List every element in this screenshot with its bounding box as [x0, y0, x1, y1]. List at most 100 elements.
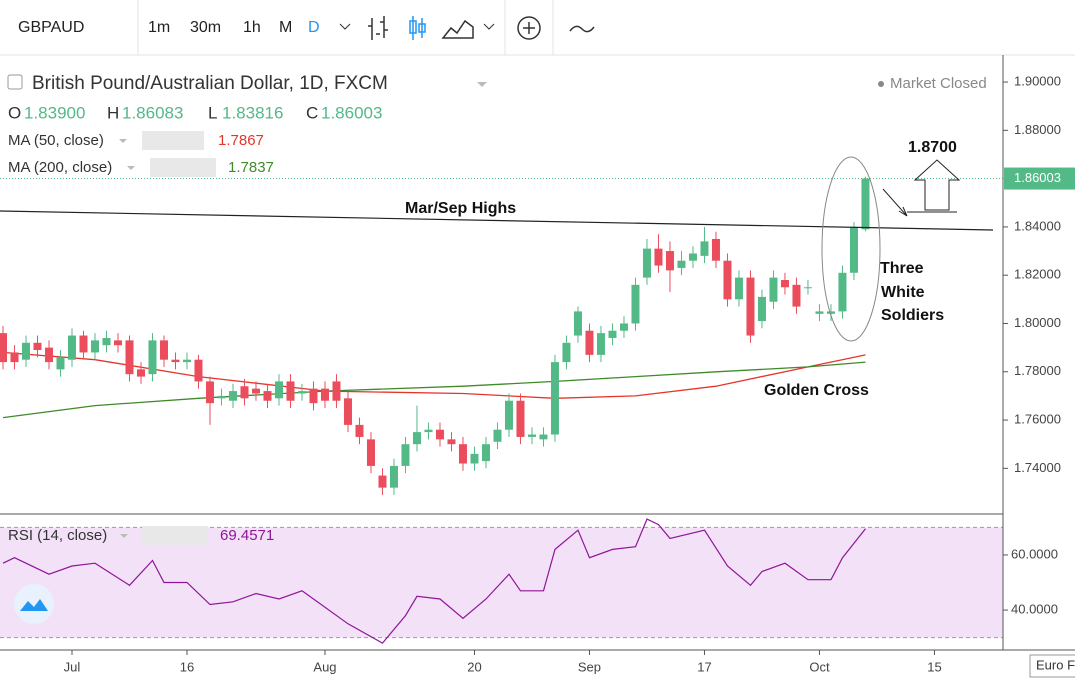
dropdown-icon[interactable] — [127, 166, 135, 170]
dropdown-icon[interactable] — [120, 534, 128, 538]
up-arrow — [913, 159, 961, 211]
candle-body — [263, 391, 272, 401]
candle-body — [171, 359, 180, 363]
y-tick-label: 60.0000 — [1011, 546, 1058, 561]
interval-active[interactable]: D — [308, 19, 320, 36]
indicator-controls[interactable] — [142, 526, 208, 545]
rsi-value: 69.4571 — [220, 527, 274, 544]
x-tick-label: Aug — [313, 659, 336, 674]
candle-body — [780, 280, 789, 288]
candle-body — [251, 388, 260, 394]
logo-badge[interactable] — [14, 584, 54, 624]
candle-body — [21, 342, 30, 360]
dropdown-icon[interactable] — [483, 23, 495, 30]
candle-body — [378, 475, 387, 488]
symbol[interactable]: GBPAUD — [18, 19, 84, 36]
y-tick-label: 1.84000 — [1014, 218, 1061, 233]
area-icon[interactable] — [441, 19, 474, 39]
candle-body — [539, 434, 548, 440]
ma-value: 1.7867 — [218, 132, 264, 149]
candle-body — [44, 347, 53, 363]
candle-body — [125, 340, 134, 375]
x-tick-label: 15 — [927, 659, 941, 674]
candle-body — [320, 388, 329, 401]
candle-body — [67, 335, 76, 360]
annotation: Three — [880, 260, 924, 277]
candle-body — [447, 439, 456, 445]
candle-body — [343, 398, 352, 425]
candle-body — [849, 226, 858, 273]
candle-body — [159, 340, 168, 360]
candle-body — [550, 362, 559, 435]
candle-body — [470, 453, 479, 464]
toolbar: GBPAUD 1m 30m 1h M D — [0, 0, 1075, 56]
candle-body — [274, 381, 283, 399]
candle-body — [573, 311, 582, 336]
ohlc-value: 1.86083 — [122, 103, 183, 122]
ohlc-key: O — [8, 103, 21, 122]
candle-body — [792, 284, 801, 307]
candle-body — [240, 386, 249, 399]
bar-icon[interactable] — [368, 16, 388, 40]
rsi-name: RSI (14, close) — [8, 527, 107, 544]
x-tick-label: Jul — [64, 659, 81, 674]
candle-body — [665, 251, 674, 271]
status-dot — [878, 81, 884, 87]
y-tick-label: 1.74000 — [1014, 460, 1061, 475]
dropdown-icon[interactable] — [477, 82, 487, 87]
collapse-icon[interactable] — [7, 74, 23, 90]
ohlc-value: 1.83900 — [24, 103, 85, 122]
candle-body — [79, 335, 88, 353]
candle-body — [734, 277, 743, 300]
candle-body — [642, 248, 651, 278]
add-indicator-icon[interactable] — [517, 16, 541, 40]
candle-body — [0, 333, 7, 363]
interval[interactable]: 1h — [243, 19, 261, 36]
annotation: White — [881, 284, 925, 301]
candle-body — [838, 272, 847, 312]
annotation: Golden Cross — [764, 382, 869, 399]
candle-body — [585, 330, 594, 355]
y-tick-label: 1.90000 — [1014, 73, 1061, 88]
y-tick-label: 1.88000 — [1014, 122, 1061, 137]
candle-body — [102, 337, 111, 346]
x-tick-label: 20 — [467, 659, 481, 674]
indicator-controls[interactable] — [142, 131, 204, 150]
ma-value: 1.7837 — [228, 159, 274, 176]
ohlc-key: L — [208, 103, 217, 122]
candle-body — [366, 439, 375, 466]
candle-body — [826, 311, 835, 314]
candle-body — [355, 424, 364, 437]
candle-body — [493, 429, 502, 442]
ohlc-value: 1.83816 — [222, 103, 283, 122]
candle-body — [205, 381, 214, 404]
indicator-controls[interactable] — [150, 158, 216, 177]
interval[interactable]: 1m — [148, 19, 170, 36]
candle-body — [711, 238, 720, 261]
annotation: Soldiers — [881, 307, 944, 324]
compare-icon[interactable] — [569, 25, 595, 33]
interval[interactable]: 30m — [190, 19, 221, 36]
candle-body — [504, 400, 513, 430]
candle-body — [10, 352, 19, 363]
candle-body — [562, 342, 571, 363]
candle-icon[interactable] — [409, 16, 426, 40]
candle-body — [527, 434, 536, 437]
candle-body — [113, 340, 122, 346]
dropdown-icon[interactable] — [119, 139, 127, 143]
ohlc-key: C — [306, 103, 318, 122]
candle-body — [424, 429, 433, 433]
candle-body — [286, 381, 295, 401]
y-tick-label: 1.80000 — [1014, 315, 1061, 330]
annotation: Mar/Sep Highs — [405, 200, 516, 217]
annotations: Mar/Sep Highs 1.8700 Three White Soldier… — [405, 139, 961, 399]
interval[interactable]: M — [279, 19, 292, 36]
candle-body — [631, 284, 640, 324]
y-tick-label: 1.78000 — [1014, 363, 1061, 378]
candle-body — [619, 323, 628, 331]
currency-box[interactable] — [1029, 654, 1075, 678]
dropdown-icon[interactable] — [339, 23, 351, 30]
candle-body — [194, 359, 203, 382]
candle-body — [90, 340, 99, 353]
